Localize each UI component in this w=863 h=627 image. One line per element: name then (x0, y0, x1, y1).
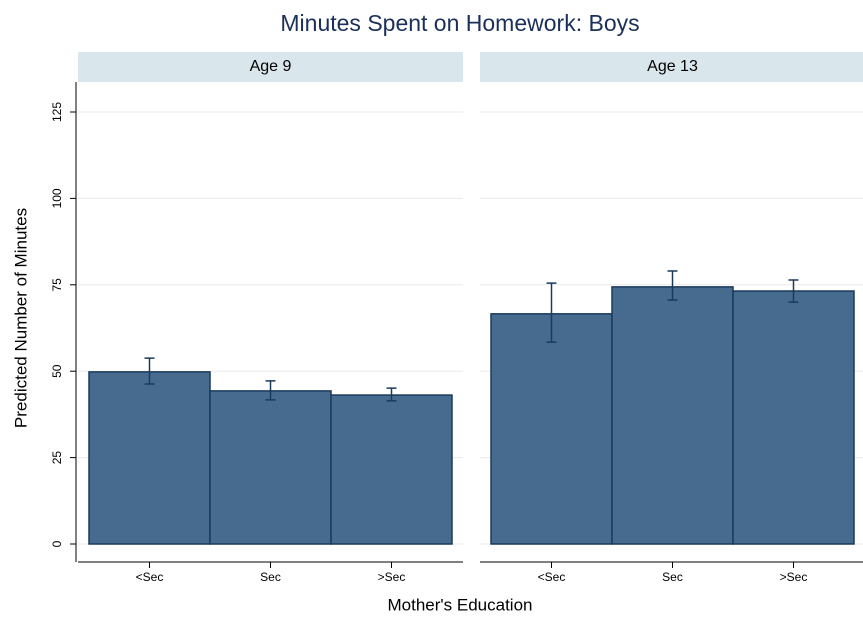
bar (209, 390, 332, 545)
error-bar (667, 270, 678, 301)
y-tick-label: 125 (50, 102, 64, 122)
bar (490, 313, 613, 545)
x-tick-label: Sec (260, 570, 281, 584)
error-bar (144, 357, 155, 385)
x-tick-label: <Sec (136, 570, 164, 584)
y-tick-label: 25 (50, 451, 64, 465)
y-tick-label: 100 (50, 188, 64, 208)
error-bar (546, 282, 557, 343)
x-axis-title: Mother's Education (388, 595, 533, 614)
bar (88, 371, 211, 545)
y-axis-title: Predicted Number of Minutes (11, 208, 30, 428)
error-bar (386, 387, 397, 402)
x-tick-label: >Sec (378, 570, 406, 584)
x-tick-label: Sec (662, 570, 683, 584)
panel-label: Age 13 (647, 58, 698, 75)
error-bar (788, 279, 799, 303)
panel-strip (480, 52, 863, 82)
bar (732, 290, 855, 545)
y-tick-label: 0 (50, 540, 64, 547)
y-tick-label: 50 (50, 364, 64, 378)
panel-label: Age 9 (250, 58, 292, 75)
x-tick-label: >Sec (780, 570, 808, 584)
error-bar (265, 380, 276, 401)
y-tick-label: 75 (50, 278, 64, 292)
bar (611, 286, 734, 545)
chart-title: Minutes Spent on Homework: Boys (280, 10, 639, 36)
panel-strip (78, 52, 463, 82)
bar (330, 394, 453, 545)
x-tick-label: <Sec (538, 570, 566, 584)
